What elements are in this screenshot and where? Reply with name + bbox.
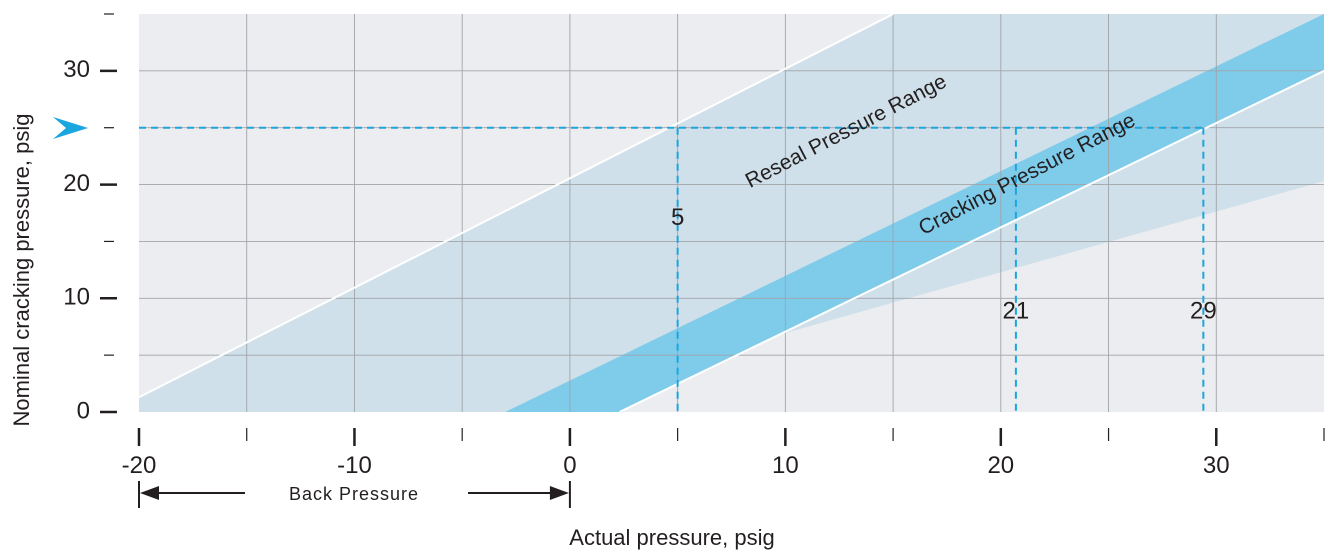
- x-tick-label: 0: [563, 452, 576, 479]
- y-tick-label: 10: [63, 284, 90, 311]
- y-axis-label: Nominal cracking pressure, psig: [9, 113, 34, 426]
- right-arrow-icon: [549, 486, 569, 500]
- x-tick-label: 20: [987, 452, 1014, 479]
- example-value-label: 21: [1003, 297, 1030, 324]
- back-pressure-label: Back Pressure: [289, 484, 419, 504]
- target-arrow-icon: [53, 117, 88, 139]
- cracking-lower-boundary: [619, 69, 1324, 412]
- example-value-label: 5: [671, 204, 684, 231]
- x-tick-label: -10: [337, 452, 372, 479]
- y-tick-label: 30: [63, 56, 90, 83]
- x-tick-label: 30: [1203, 452, 1230, 479]
- y-tick-label: 0: [77, 397, 90, 424]
- reseal-upper-boundary: [139, 14, 894, 399]
- left-arrow-icon: [140, 486, 159, 500]
- x-tick-label: 10: [772, 452, 799, 479]
- band-reseal: [139, 14, 1324, 412]
- plot-area: 0 10 20 30 -20 -10 0 10 20 30: [53, 13, 1325, 508]
- example-value-label: 29: [1190, 297, 1217, 324]
- x-axis-label: Actual pressure, psig: [569, 525, 774, 550]
- band-cracking: [505, 14, 1324, 412]
- y-tick-label: 20: [63, 170, 90, 197]
- plot-content: [139, 14, 1324, 412]
- x-tick-label: -20: [122, 452, 157, 479]
